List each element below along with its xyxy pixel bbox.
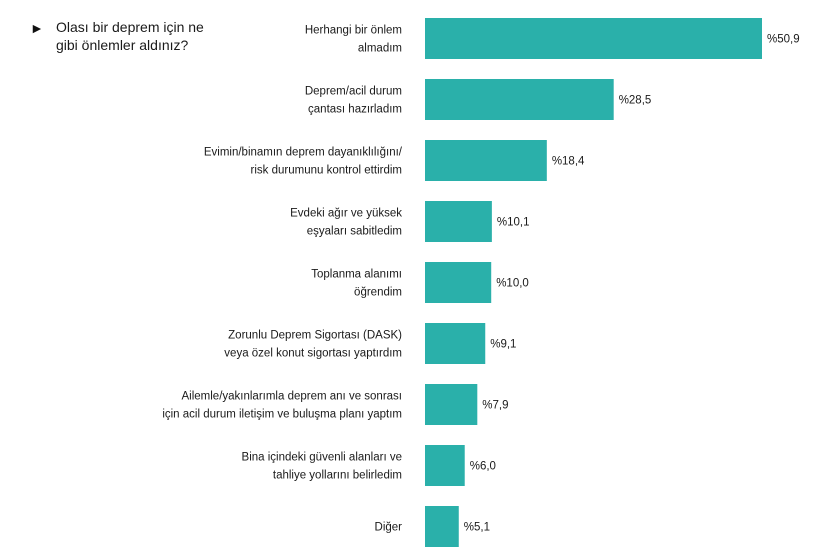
question-text: Olası bir deprem için ne gibi önlemler a… bbox=[56, 18, 256, 54]
bar-1 bbox=[425, 18, 762, 59]
value-label-8: %6,0 bbox=[470, 461, 496, 473]
value-label-9: %5,1 bbox=[464, 522, 490, 534]
category-label-5-line-2: öğrendim bbox=[354, 287, 402, 299]
value-label-1: %50,9 bbox=[767, 34, 800, 46]
play-triangle-icon: ► bbox=[30, 20, 44, 36]
category-label-1-line-2: almadım bbox=[358, 43, 402, 55]
category-label-1-line-1: Herhangi bir önlem bbox=[305, 25, 402, 37]
category-label-8-line-1: Bina içindeki güvenli alanları ve bbox=[242, 452, 402, 464]
bar-7 bbox=[425, 384, 478, 425]
category-label-3-line-2: risk durumunu kontrol ettirdim bbox=[251, 165, 402, 177]
value-label-3: %18,4 bbox=[552, 156, 585, 168]
bar-6 bbox=[425, 323, 486, 364]
value-label-6: %9,1 bbox=[490, 339, 516, 351]
value-label-4: %10,1 bbox=[497, 217, 530, 229]
category-label-2-line-1: Deprem/acil durum bbox=[305, 86, 402, 98]
question-line-1: Olası bir deprem için ne bbox=[56, 19, 204, 35]
bar-3 bbox=[425, 140, 547, 181]
value-label-2: %28,5 bbox=[619, 95, 652, 107]
category-label-8-line-2: tahliye yollarını belirledim bbox=[273, 470, 402, 482]
category-label-6-line-1: Zorunlu Deprem Sigortası (DASK) bbox=[228, 330, 402, 342]
category-label-7-line-1: Ailemle/yakınlarımla deprem anı ve sonra… bbox=[181, 391, 402, 403]
bar-9 bbox=[425, 506, 459, 547]
bar-4 bbox=[425, 201, 492, 242]
value-label-5: %10,0 bbox=[496, 278, 529, 290]
category-label-4-line-2: eşyaları sabitledim bbox=[307, 226, 402, 238]
value-label-7: %7,9 bbox=[482, 400, 508, 412]
bar-5 bbox=[425, 262, 492, 303]
bar-2 bbox=[425, 79, 614, 120]
category-label-9-line-1: Diğer bbox=[375, 522, 403, 534]
category-label-2-line-2: çantası hazırladım bbox=[308, 104, 402, 116]
category-label-5-line-1: Toplanma alanımı bbox=[311, 269, 402, 281]
category-label-4-line-1: Evdeki ağır ve yüksek bbox=[290, 208, 402, 220]
question-line-2: gibi önlemler aldınız? bbox=[56, 37, 189, 53]
category-label-7-line-2: için acil durum iletişim ve buluşma plan… bbox=[162, 409, 402, 421]
category-label-6-line-2: veya özel konut sigortası yaptırdım bbox=[224, 348, 402, 360]
bar-8 bbox=[425, 445, 465, 486]
category-label-3-line-1: Evimin/binamın deprem dayanıklılığını/ bbox=[204, 147, 403, 159]
